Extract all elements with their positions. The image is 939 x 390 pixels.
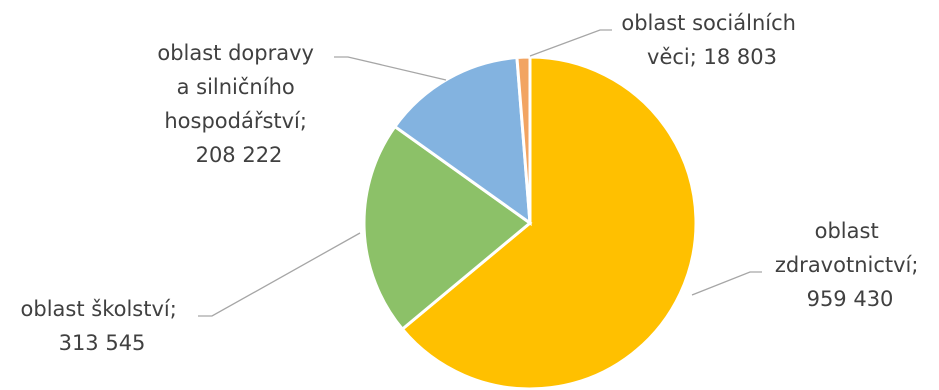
leader-line-zdravotnictvi: [691, 271, 762, 296]
leader-line-socialnich: [529, 29, 612, 57]
data-label-zdravotnictvi: oblast zdravotnictví; 959 430: [775, 219, 925, 311]
data-labels: oblast zdravotnictví; 959 430 oblast ško…: [21, 11, 925, 355]
pie-slices: [362, 55, 698, 390]
pie-slice-socialnich: [515, 55, 532, 224]
pie-slice-zdravotnictvi: [400, 55, 698, 390]
leader-line-skolstvi: [198, 232, 361, 317]
leader-lines: [198, 29, 762, 317]
data-label-socialnich: oblast sociálních věci; 18 803: [621, 11, 802, 69]
data-label-dopravy: oblast dopravy a silničního hospodářství…: [157, 41, 320, 167]
data-label-skolstvi: oblast školství; 313 545: [21, 297, 184, 355]
pie-slice-dopravy: [392, 55, 532, 227]
leader-line-dopravy: [334, 56, 447, 81]
pie-slice-skolstvi: [362, 124, 533, 332]
